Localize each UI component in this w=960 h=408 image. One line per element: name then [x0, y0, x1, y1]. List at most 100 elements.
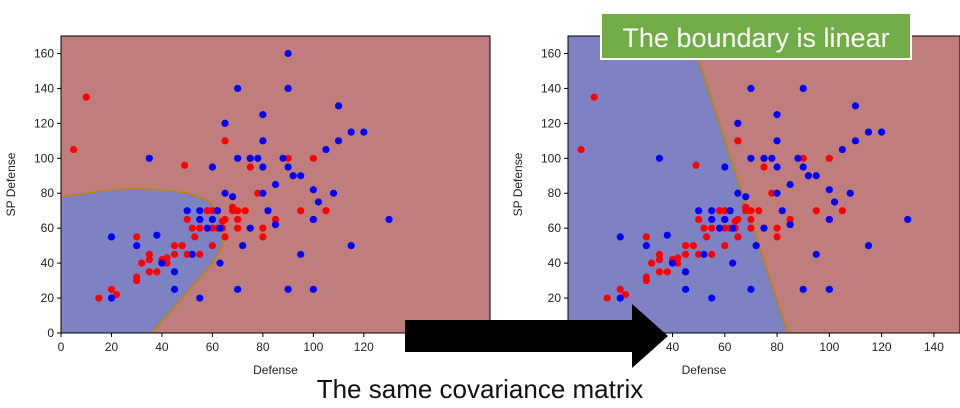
boundary-linear-badge: The boundary is linear — [600, 12, 912, 60]
data-point-red — [642, 273, 651, 281]
data-point-red — [183, 250, 191, 258]
data-point-blue — [309, 285, 317, 293]
y-tick-label: 120 — [541, 116, 561, 130]
data-point-blue — [183, 207, 191, 215]
data-point-blue — [271, 221, 280, 229]
x-tick-label: 0 — [58, 340, 65, 354]
data-point-red — [163, 259, 171, 267]
data-point-red — [221, 215, 229, 224]
data-point-blue — [259, 163, 267, 171]
y-tick-label: 80 — [41, 186, 55, 200]
data-point-blue — [234, 285, 242, 293]
data-point-blue — [747, 285, 755, 293]
x-tick-label: 40 — [666, 340, 680, 354]
y-tick-label: 100 — [541, 151, 561, 165]
data-point-blue — [208, 163, 217, 171]
data-point-blue — [347, 242, 355, 250]
data-point-blue — [284, 285, 292, 293]
data-point-blue — [259, 189, 267, 197]
data-point-red — [616, 285, 624, 293]
data-point-blue — [616, 294, 624, 302]
data-point-red — [309, 154, 317, 162]
data-point-red — [133, 233, 141, 241]
data-point-red — [838, 207, 847, 215]
data-point-red — [747, 207, 755, 215]
data-point-red — [196, 250, 204, 258]
data-point-blue — [864, 128, 873, 136]
data-point-blue — [851, 137, 860, 145]
data-point-blue — [153, 231, 161, 239]
data-point-blue — [322, 145, 330, 154]
data-point-blue — [107, 294, 116, 302]
data-point-red — [95, 294, 103, 302]
data-point-red — [603, 294, 611, 302]
data-point-blue — [734, 189, 742, 197]
y-tick-label: 0 — [47, 326, 54, 340]
data-point-red — [181, 161, 189, 169]
data-point-blue — [642, 242, 651, 250]
data-point-red — [322, 207, 330, 215]
data-point-blue — [812, 250, 820, 258]
data-point-blue — [715, 224, 724, 232]
data-point-red — [145, 256, 153, 264]
y-tick-label: 80 — [548, 186, 562, 200]
data-point-red — [191, 233, 199, 241]
y-tick-label: 20 — [41, 291, 55, 305]
data-point-blue — [760, 154, 768, 162]
data-point-blue — [708, 215, 716, 224]
data-point-red — [188, 224, 196, 232]
data-point-blue — [334, 137, 343, 145]
data-point-red — [812, 207, 820, 215]
data-point-red — [747, 215, 755, 224]
data-point-blue — [284, 163, 292, 171]
data-point-blue — [347, 128, 355, 136]
data-point-blue — [221, 189, 229, 197]
data-point-blue — [747, 154, 755, 162]
data-point-blue — [259, 111, 267, 119]
data-point-blue — [158, 259, 166, 267]
data-point-blue — [309, 215, 317, 224]
data-point-red — [642, 233, 651, 241]
data-point-blue — [786, 221, 794, 229]
data-point-blue — [799, 84, 807, 93]
data-point-blue — [799, 163, 807, 171]
data-point-blue — [799, 285, 807, 293]
data-point-red — [786, 215, 794, 224]
y-tick-label: 140 — [34, 81, 54, 95]
data-point-red — [721, 242, 729, 250]
data-point-red — [648, 259, 656, 267]
data-point-red — [674, 254, 682, 262]
data-point-blue — [812, 172, 820, 180]
y-tick-label: 140 — [541, 81, 561, 95]
data-point-red — [138, 259, 146, 267]
y-tick-label: 160 — [541, 46, 561, 60]
data-point-blue — [259, 137, 267, 145]
data-point-red — [297, 207, 305, 215]
data-point-blue — [878, 128, 886, 136]
data-point-blue — [329, 189, 338, 197]
data-point-blue — [778, 207, 786, 215]
data-point-red — [107, 285, 116, 293]
data-point-blue — [747, 84, 755, 93]
data-point-blue — [700, 250, 708, 258]
data-point-blue — [838, 145, 847, 154]
data-point-red — [229, 203, 237, 211]
data-point-red — [221, 137, 229, 145]
data-point-blue — [216, 224, 224, 232]
data-point-blue — [729, 224, 737, 232]
data-point-red — [241, 207, 249, 215]
data-point-red — [689, 242, 698, 250]
y-tick-label: 120 — [34, 116, 54, 130]
data-point-blue — [830, 198, 839, 206]
data-point-blue — [271, 180, 280, 189]
arrow-head — [632, 304, 668, 368]
data-point-red — [734, 215, 742, 224]
data-point-blue — [213, 207, 222, 215]
data-point-blue — [768, 154, 776, 162]
data-point-red — [208, 207, 217, 215]
y-tick-label: 20 — [548, 291, 562, 305]
x-tick-label: 20 — [105, 340, 119, 354]
data-point-blue — [170, 268, 179, 276]
data-point-red — [145, 250, 153, 258]
data-point-blue — [682, 285, 690, 293]
